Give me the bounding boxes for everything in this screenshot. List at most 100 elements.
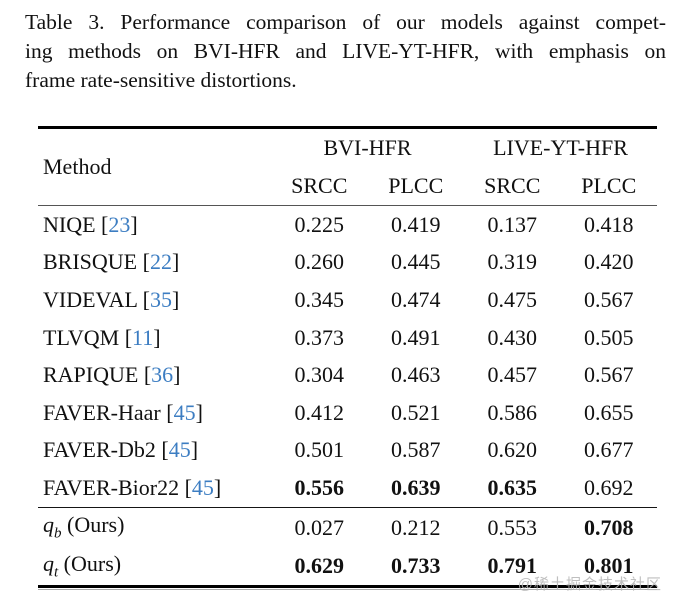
method-label: FAVER-Bior22 [ — [43, 474, 192, 500]
value-live-srcc: 0.553 — [487, 514, 538, 540]
value-live-plcc: 0.655 — [584, 399, 634, 425]
value-bvi-srcc: 0.260 — [294, 249, 345, 275]
method-cell: TLVQM [11] — [38, 325, 271, 351]
results-table: Method BVI-HFR LIVE-YT-HFR SRCC PLCC SRC… — [38, 126, 657, 591]
citation-link[interactable]: 11 — [132, 324, 154, 350]
table-row: BRISQUE [22] 0.260 0.445 0.319 0.420 — [38, 244, 657, 282]
method-cell: qt (Ours) — [38, 551, 271, 581]
citation-link[interactable]: 45 — [168, 437, 191, 463]
value-bvi-srcc: 0.304 — [294, 362, 345, 388]
table-row: VIDEVAL [35] 0.345 0.474 0.475 0.567 — [38, 281, 657, 319]
value-bvi-plcc: 0.212 — [391, 514, 441, 540]
value-live-srcc: 0.137 — [487, 211, 538, 237]
caption-line: ing methods on BVI-HFR and LIVE-YT-HFR, … — [25, 39, 666, 63]
method-column-header: Method — [43, 153, 112, 179]
value-bvi-plcc: 0.474 — [391, 286, 441, 312]
method-cell: VIDEVAL [35] — [38, 287, 271, 313]
method-subscript: t — [54, 564, 59, 581]
table-bottom-rule-thin — [38, 589, 657, 591]
citation-link[interactable]: 45 — [173, 399, 196, 425]
method-cell: BRISQUE [22] — [38, 249, 271, 275]
table-row: TLVQM [11] 0.373 0.491 0.430 0.505 — [38, 319, 657, 357]
method-symbol: q — [43, 550, 54, 576]
value-bvi-plcc: 0.419 — [391, 211, 441, 237]
value-live-plcc: 0.418 — [584, 211, 634, 237]
citation-link[interactable]: 45 — [191, 474, 214, 500]
method-label: VIDEVAL [ — [43, 286, 150, 312]
value-bvi-plcc: 0.463 — [391, 362, 441, 388]
value-bvi-srcc: 0.501 — [294, 437, 345, 463]
value-live-plcc: 0.692 — [584, 474, 634, 500]
value-live-srcc: 0.457 — [487, 362, 538, 388]
group-header-bvi-hfr: BVI-HFR — [323, 134, 412, 160]
col-header-plcc: PLCC — [388, 172, 444, 198]
value-bvi-plcc: 0.639 — [391, 474, 441, 500]
value-bvi-srcc: 0.556 — [294, 474, 345, 500]
value-bvi-srcc: 0.225 — [294, 211, 345, 237]
citation-bracket: ] — [153, 324, 161, 350]
method-subscript: b — [54, 525, 62, 542]
method-label: FAVER-Db2 [ — [43, 437, 169, 463]
value-live-plcc: 0.677 — [584, 437, 634, 463]
table-bottom-rule — [38, 585, 657, 588]
group-header-live-yt-hfr: LIVE-YT-HFR — [493, 134, 628, 160]
table-row: qb (Ours) 0.027 0.212 0.553 0.708 — [38, 508, 657, 547]
table-caption: Table 3. Performance comparison of our m… — [25, 8, 666, 95]
method-label: RAPIQUE [ — [43, 362, 152, 388]
method-cell: FAVER-Bior22 [45] — [38, 475, 271, 501]
table-row: RAPIQUE [36] 0.304 0.463 0.457 0.567 — [38, 356, 657, 394]
table-ours-section: qb (Ours) 0.027 0.212 0.553 0.708 qt (Ours) 0.… — [38, 508, 657, 585]
table-row: NIQE [23] 0.225 0.419 0.137 0.418 — [38, 206, 657, 244]
value-bvi-srcc: 0.373 — [294, 324, 345, 350]
caption-line: frame rate-sensitive distortions. — [25, 68, 297, 92]
method-label: NIQE [ — [43, 211, 109, 237]
table-top-rule — [38, 126, 657, 129]
table-header-rule — [38, 204, 657, 206]
table-row: FAVER-Db2 [45] 0.501 0.587 0.620 0.677 — [38, 432, 657, 470]
value-live-srcc: 0.620 — [487, 437, 538, 463]
citation-bracket: ] — [171, 249, 180, 275]
citation-bracket: ] — [173, 362, 181, 388]
table-row: FAVER-Bior22 [45] 0.556 0.639 0.635 0.692 — [38, 469, 657, 507]
citation-bracket: ] — [213, 474, 222, 500]
citation-link[interactable]: 35 — [149, 286, 172, 312]
value-live-plcc: 0.420 — [584, 249, 634, 275]
citation-bracket: ] — [171, 286, 180, 312]
citation-bracket: ] — [190, 437, 199, 463]
citation-link[interactable]: 23 — [108, 211, 131, 237]
col-header-srcc: SRCC — [484, 172, 541, 198]
value-live-plcc: 0.505 — [584, 324, 634, 350]
table-body: NIQE [23] 0.225 0.419 0.137 0.418 BRISQUE [22… — [38, 206, 657, 507]
value-bvi-srcc: 0.345 — [294, 286, 345, 312]
method-label: BRISQUE [ — [43, 249, 150, 275]
method-cell: NIQE [23] — [38, 212, 271, 238]
table-row: FAVER-Haar [45] 0.412 0.521 0.586 0.655 — [38, 394, 657, 432]
method-cell: FAVER-Haar [45] — [38, 400, 271, 426]
method-cell: RAPIQUE [36] — [38, 362, 271, 388]
value-bvi-plcc: 0.733 — [391, 553, 441, 578]
value-bvi-srcc: 0.027 — [294, 514, 345, 540]
col-header-srcc: SRCC — [291, 172, 348, 198]
value-live-plcc: 0.801 — [584, 553, 634, 578]
table-row: qt (Ours) 0.629 0.733 0.791 0.801 — [38, 547, 657, 586]
method-cell: qb (Ours) — [38, 512, 271, 542]
value-bvi-srcc: 0.629 — [294, 553, 345, 578]
value-live-srcc: 0.430 — [487, 324, 538, 350]
table-header: Method BVI-HFR LIVE-YT-HFR SRCC PLCC SRC… — [38, 129, 657, 205]
citation-bracket: ] — [130, 211, 138, 237]
method-symbol: q — [43, 512, 54, 538]
citation-link[interactable]: 36 — [151, 362, 174, 388]
method-suffix: (Ours) — [58, 550, 122, 576]
value-bvi-plcc: 0.587 — [391, 437, 441, 463]
value-live-plcc: 0.567 — [584, 362, 634, 388]
method-suffix: (Ours) — [61, 512, 125, 538]
value-live-srcc: 0.475 — [487, 286, 538, 312]
citation-link[interactable]: 22 — [149, 249, 172, 275]
value-live-srcc: 0.319 — [487, 249, 538, 275]
value-live-srcc: 0.791 — [487, 553, 538, 578]
caption-line: Table 3. Performance comparison of our m… — [25, 10, 666, 34]
value-live-plcc: 0.708 — [584, 514, 634, 540]
watermark: @稀土掘金技术社区 — [517, 576, 662, 593]
method-label: FAVER-Haar [ — [43, 399, 174, 425]
